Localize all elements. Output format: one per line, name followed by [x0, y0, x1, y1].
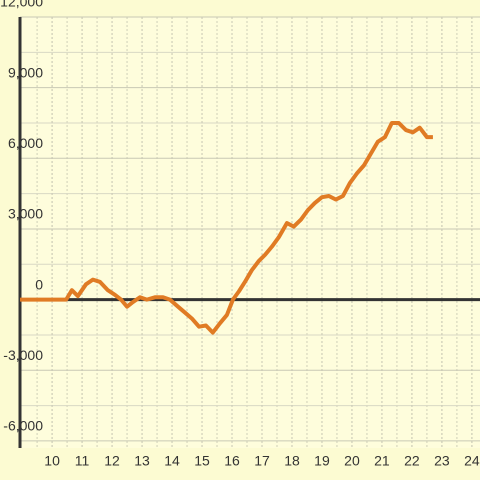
data-line [20, 120, 433, 335]
x-tick-label: 13 [134, 453, 150, 469]
x-tick-label: 20 [344, 453, 360, 469]
x-tick-label: 24 [464, 453, 480, 469]
x-tick-label: 16 [224, 453, 240, 469]
x-tick-label: 19 [314, 453, 330, 469]
y-tick-label: -3,000 [3, 347, 43, 363]
y-tick-label: 12,000 [0, 0, 43, 10]
y-tick-label: -6,000 [3, 418, 43, 434]
y-tick-label: 3,000 [8, 206, 43, 222]
x-tick-label: 14 [164, 453, 180, 469]
x-tick-label: 21 [374, 453, 390, 469]
x-tick-label: 23 [434, 453, 450, 469]
y-tick-label: 6,000 [8, 135, 43, 151]
x-tick-label: 15 [194, 453, 210, 469]
x-tick-label: 11 [75, 453, 90, 469]
y-tick-label: 9,000 [8, 64, 43, 80]
plot-area [20, 17, 480, 448]
x-tick-label: 18 [284, 453, 300, 469]
x-tick-label: 17 [254, 453, 270, 469]
x-tick-label: 22 [404, 453, 420, 469]
x-tick-label: 10 [44, 453, 60, 469]
y-tick-label: 0 [35, 276, 43, 292]
x-tick-label: 12 [104, 453, 120, 469]
